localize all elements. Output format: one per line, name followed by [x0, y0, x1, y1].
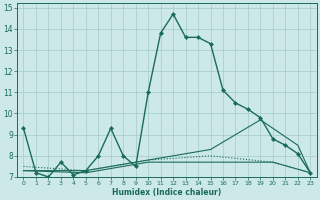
X-axis label: Humidex (Indice chaleur): Humidex (Indice chaleur) — [112, 188, 221, 197]
